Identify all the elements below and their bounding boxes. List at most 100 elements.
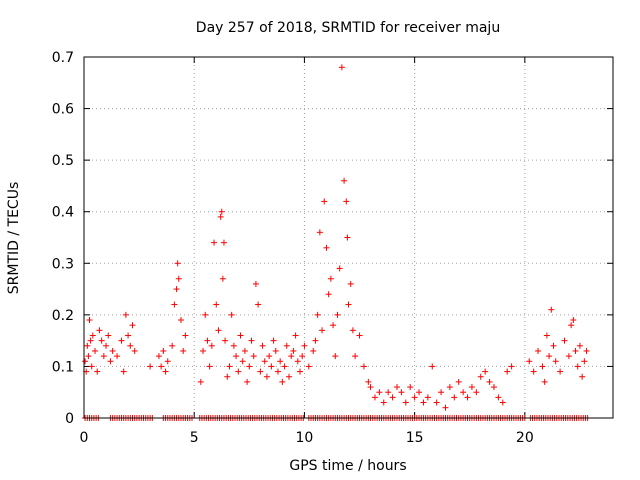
data-point <box>495 394 502 401</box>
data-point <box>173 286 180 293</box>
data-point <box>246 363 253 370</box>
data-point <box>85 353 92 360</box>
data-point <box>557 368 564 375</box>
data-point <box>579 373 586 380</box>
data-point <box>94 368 101 375</box>
data-point <box>546 353 553 360</box>
data-point <box>548 306 555 313</box>
data-point <box>499 399 506 406</box>
data-point <box>393 384 400 391</box>
data-point <box>129 322 136 329</box>
data-point <box>114 353 121 360</box>
y-tick-label: 0.1 <box>52 359 74 375</box>
data-point <box>526 358 533 365</box>
data-point <box>336 265 343 272</box>
data-point <box>576 342 583 349</box>
data-point <box>118 337 125 344</box>
data-point <box>164 358 171 365</box>
data-point <box>345 301 352 308</box>
data-point <box>504 368 511 375</box>
data-point <box>292 332 299 339</box>
y-tick-label: 0.3 <box>52 256 74 272</box>
data-point <box>281 363 288 370</box>
data-point <box>175 275 182 282</box>
data-point <box>270 337 277 344</box>
data-point <box>266 353 273 360</box>
data-point <box>86 317 93 324</box>
data-point <box>261 358 268 365</box>
data-point <box>347 280 354 287</box>
data-point <box>365 378 372 385</box>
data-point <box>332 353 339 360</box>
y-tick-label: 0 <box>65 411 74 427</box>
data-point <box>235 368 242 375</box>
data-point <box>464 394 471 401</box>
data-point <box>226 363 233 370</box>
data-point <box>468 384 475 391</box>
data-point <box>561 337 568 344</box>
data-point <box>160 347 167 354</box>
data-point <box>82 358 89 365</box>
data-point <box>120 368 127 375</box>
data-point <box>263 373 270 380</box>
data-point <box>147 363 154 370</box>
data-point <box>96 327 103 334</box>
data-point <box>228 311 235 318</box>
data-point <box>367 384 374 391</box>
data-point <box>277 358 284 365</box>
x-tick-label: 20 <box>516 430 534 446</box>
data-point <box>84 342 91 349</box>
data-point <box>385 389 392 396</box>
data-point <box>288 353 295 360</box>
data-point <box>215 327 222 334</box>
data-point <box>433 399 440 406</box>
data-point <box>416 389 423 396</box>
data-point <box>349 327 356 334</box>
data-point <box>290 347 297 354</box>
data-point <box>197 378 204 385</box>
plot-frame <box>83 56 614 419</box>
data-points <box>82 64 591 421</box>
data-point <box>371 394 378 401</box>
data-point <box>565 353 572 360</box>
data-point <box>92 347 99 354</box>
data-point <box>438 389 445 396</box>
data-point <box>213 301 220 308</box>
data-point <box>162 368 169 375</box>
data-point <box>220 239 227 246</box>
data-point <box>486 378 493 385</box>
data-point <box>570 317 577 324</box>
data-point <box>217 213 224 220</box>
y-tick-label: 0.2 <box>52 308 74 324</box>
y-tick-label: 0.5 <box>52 153 74 169</box>
data-point <box>310 347 317 354</box>
data-point <box>105 332 112 339</box>
data-point <box>402 399 409 406</box>
data-point <box>460 389 467 396</box>
data-point <box>230 342 237 349</box>
data-point <box>508 363 515 370</box>
data-point <box>319 327 326 334</box>
data-point <box>252 280 259 287</box>
data-point <box>327 275 334 282</box>
data-point <box>222 337 229 344</box>
data-point <box>208 342 215 349</box>
data-point <box>174 260 181 267</box>
data-point <box>325 291 332 298</box>
data-point <box>574 363 581 370</box>
data-point <box>89 332 96 339</box>
data-point <box>338 64 345 71</box>
data-point <box>376 389 383 396</box>
data-point <box>88 363 95 370</box>
data-point <box>539 363 546 370</box>
data-point <box>455 378 462 385</box>
data-point <box>233 353 240 360</box>
data-point <box>241 347 248 354</box>
data-point <box>155 353 162 360</box>
data-point <box>299 353 306 360</box>
chart-title: Day 257 of 2018, SRMTID for receiver maj… <box>196 20 500 36</box>
data-point <box>343 198 350 205</box>
data-point <box>552 358 559 365</box>
data-point <box>259 342 266 349</box>
data-point <box>158 363 165 370</box>
